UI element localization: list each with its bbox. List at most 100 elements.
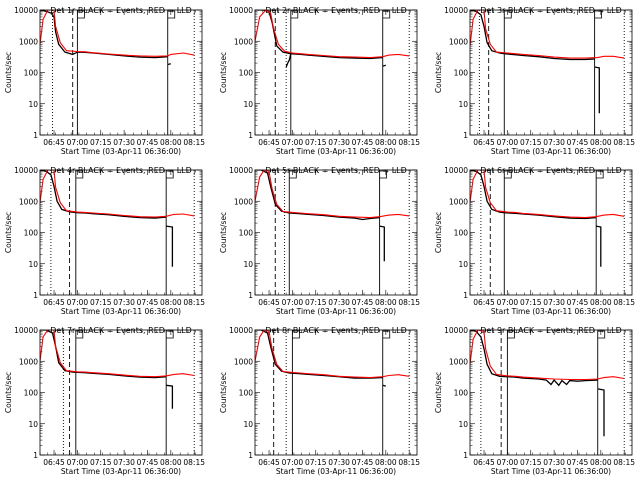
y-axis-label: Counts/sec [4,52,13,93]
x-tick-label: 08:15 [613,298,635,307]
x-tick-label: 07:30 [543,298,565,307]
y-tick-label: 10000 [229,326,253,335]
y-tick-label: 1 [33,451,38,460]
x-tick-label: 06:45 [258,298,280,307]
x-tick-label: 07:00 [67,298,89,307]
chart-panel-2: Det 2r BLACK = Events, RED = LLD 1 10 100 10… [219,6,420,156]
series-line-events [594,66,600,114]
x-tick-label: 07:15 [90,138,112,147]
series-line-events [166,384,174,409]
x-tick-label: 08:15 [613,458,635,467]
plot-frame [39,169,203,296]
x-axis-label: Start Time (03-Apr-11 06:36:00) [61,147,181,156]
x-tick-label: 07:15 [520,298,542,307]
y-tick-label: 100 [454,69,469,78]
series-line-events [470,170,597,220]
y-tick-label: 100 [24,389,39,398]
series-line-lld [255,10,410,59]
series-line-events [382,64,386,67]
x-tick-label: 08:15 [183,458,205,467]
y-tick-label: 10 [243,260,253,269]
y-tick-label: 1000 [234,37,253,46]
y-tick-label: 1 [33,131,38,140]
series-line-events [40,330,167,379]
marker-flag [77,10,85,19]
marker-flag [382,330,391,339]
x-tick-label: 07:15 [305,138,327,147]
x-tick-label: 07:00 [282,298,304,307]
x-tick-label: 06:45 [473,458,495,467]
y-tick-label: 10000 [14,326,38,335]
x-tick-label: 07:30 [113,138,135,147]
x-tick-label: 06:45 [258,458,280,467]
y-axis-label: Counts/sec [434,52,443,93]
y-tick-label: 10 [243,420,253,429]
marker-flag [507,330,515,339]
y-tick-label: 10 [28,420,38,429]
y-tick-label: 1 [463,451,468,460]
marker-flag [75,170,84,179]
x-tick-label: 08:00 [590,458,612,467]
series-line-events [166,225,174,267]
y-tick-label: 100 [454,229,469,238]
y-tick-label: 1 [33,291,38,300]
x-tick-label: 08:15 [398,298,420,307]
x-tick-label: 07:30 [328,458,350,467]
x-tick-label: 08:00 [590,138,612,147]
y-tick-label: 100 [24,69,39,78]
marker-flag [166,330,174,339]
marker-flag [594,10,603,19]
y-tick-label: 10000 [444,166,468,175]
y-axis-label: Counts/sec [219,212,228,253]
x-tick-label: 08:15 [398,138,420,147]
y-tick-label: 1000 [234,357,253,366]
x-axis-label: Start Time (03-Apr-11 06:36:00) [491,147,611,156]
x-tick-label: 07:45 [352,458,374,467]
x-tick-label: 06:45 [473,138,495,147]
y-tick-label: 1 [248,131,253,140]
x-axis-label: Start Time (03-Apr-11 06:36:00) [61,307,181,316]
chart-panel-1: Det 1r BLACK = Events, RED = LLD 1 10 100 10… [4,6,205,156]
chart-title: Det 6r BLACK = Events, RED = LLD [480,166,622,175]
plot-frame [39,329,203,456]
x-axis-label: Start Time (03-Apr-11 06:36:00) [276,307,396,316]
series-group [40,10,195,66]
series-line-lld [40,10,195,57]
x-tick-label: 08:15 [613,138,635,147]
x-tick-label: 08:00 [590,298,612,307]
x-tick-label: 07:45 [567,458,589,467]
x-tick-label: 07:45 [352,298,374,307]
series-line-events [255,170,380,221]
series-line-lld [255,330,410,379]
plot-frame [469,9,633,136]
y-axis-label: Counts/sec [434,212,443,253]
x-axis-label: Start Time (03-Apr-11 06:36:00) [491,307,611,316]
x-tick-label: 07:00 [282,458,304,467]
x-tick-label: 07:45 [352,138,374,147]
y-axis-label: Counts/sec [434,372,443,413]
series-line-lld [255,170,410,219]
y-tick-label: 100 [239,229,254,238]
marker-flag [167,10,176,19]
x-tick-label: 07:45 [567,138,589,147]
chart-panel-9: Det 9r BLACK = Events, RED = LLD 1 10 100 10… [434,326,635,476]
series-line-lld [470,330,625,381]
y-tick-label: 10 [458,260,468,269]
chart-title: Det 2r BLACK = Events, RED = LLD [265,6,407,15]
x-tick-label: 07:45 [567,298,589,307]
chart-panel-8: Det 8r BLACK = Events, RED = LLD 1 10 100 10… [219,326,420,476]
x-tick-label: 08:15 [183,138,205,147]
x-tick-label: 07:30 [113,298,135,307]
marker-flag [289,170,297,179]
series-group [40,170,195,267]
chart-title: Det 8r BLACK = Events, RED = LLD [265,326,407,335]
y-tick-label: 10 [243,100,253,109]
y-tick-label: 10 [458,420,468,429]
plot-frame [254,9,418,136]
marker-flag [75,330,84,339]
marker-flag [166,170,174,179]
x-tick-label: 07:15 [90,458,112,467]
series-group [40,330,195,409]
series-group [255,330,410,387]
